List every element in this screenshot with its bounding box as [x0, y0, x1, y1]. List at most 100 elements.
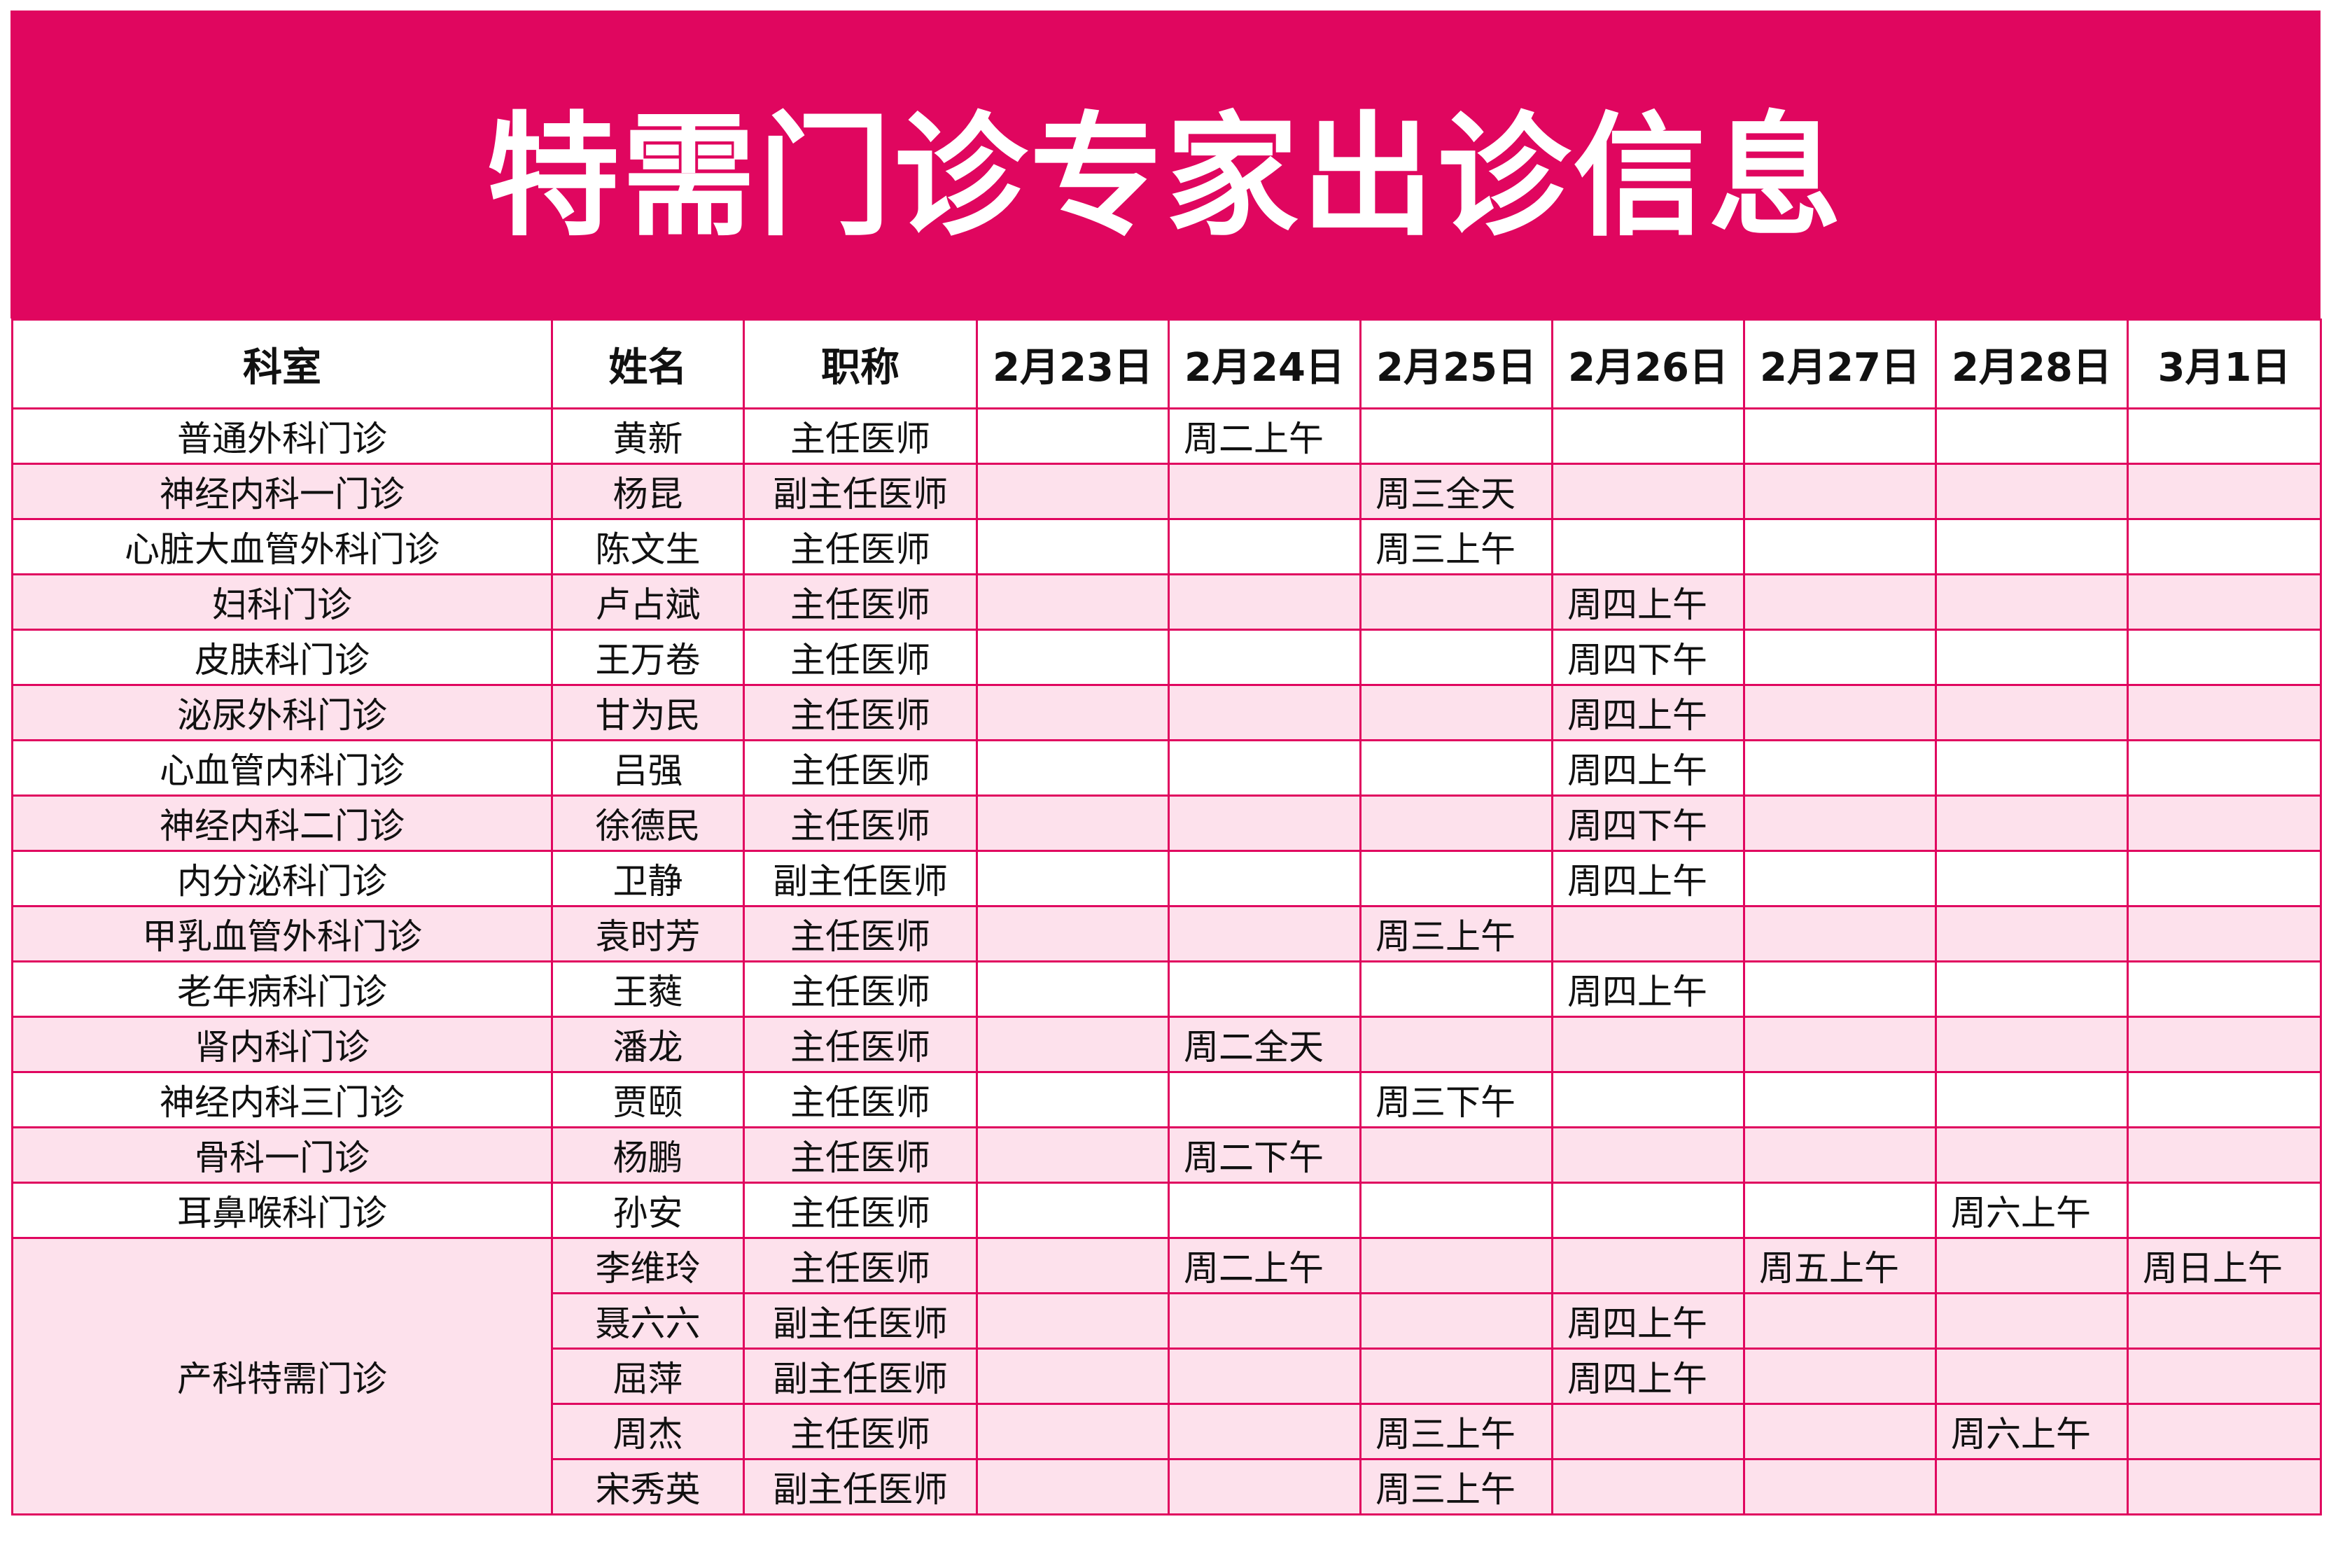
table-row: 泌尿外科门诊 甘为民 主任医师 周四上午: [11, 684, 2322, 741]
name-cell: 潘龙: [551, 1016, 745, 1073]
name-cell: 甘为民: [551, 684, 745, 741]
dept-cell: 耳鼻喉科门诊: [11, 1182, 553, 1239]
schedule-cell: 周三全天: [1359, 463, 1553, 520]
schedule-cell: [976, 905, 1170, 962]
schedule-cell: [2127, 463, 2322, 520]
schedule-cell: [976, 739, 1170, 797]
column-header: 职称: [743, 318, 978, 410]
table-row: 产科特需门诊 李维玲 主任医师 周二上午 周五上午 周日上午: [11, 1237, 2322, 1516]
table-row: 宋秀英 副主任医师 周三上午: [13, 1458, 2322, 1516]
schedule-cell: [1168, 1348, 1362, 1405]
schedule-cell: [2127, 1348, 2322, 1405]
schedule-cell: [1359, 850, 1553, 907]
schedule-cell: [1168, 518, 1362, 575]
schedule-cell: [2127, 1458, 2322, 1516]
column-header: 2月28日: [1935, 318, 2129, 410]
table-row: 神经内科一门诊 杨昆 副主任医师 周三全天: [11, 463, 2322, 520]
schedule-cell: [1168, 573, 1362, 631]
column-header: 2月25日: [1359, 318, 1553, 410]
title-cell: 主任医师: [743, 684, 978, 741]
table-row: 皮肤科门诊 王万卷 主任医师 周四下午: [11, 629, 2322, 686]
schedule-cell: [1743, 850, 1937, 907]
schedule-cell: [1935, 573, 2129, 631]
dept-cell: 老年病科门诊: [11, 960, 553, 1018]
schedule-cell: [1551, 1016, 1745, 1073]
title-cell: 主任医师: [743, 1403, 978, 1460]
schedule-cell: [1359, 684, 1553, 741]
column-header: 科室: [11, 318, 553, 410]
schedule-cell: 周三上午: [1359, 1403, 1553, 1460]
title-cell: 主任医师: [743, 1182, 978, 1239]
schedule-cell: 周六上午: [1935, 1403, 2129, 1460]
name-cell: 李维玲: [551, 1237, 745, 1294]
schedule-cell: 周四上午: [1551, 684, 1745, 741]
schedule-cell: [1359, 1237, 1553, 1294]
schedule-cell: [1359, 960, 1553, 1018]
dept-cell: 甲乳血管外科门诊: [11, 905, 553, 962]
schedule-cell: [2127, 905, 2322, 962]
schedule-cell: [1359, 794, 1553, 852]
schedule-cell: 周四上午: [1551, 739, 1745, 797]
schedule-cell: [2127, 960, 2322, 1018]
schedule-cell: [1551, 1403, 1745, 1460]
name-cell: 屈萍: [551, 1348, 745, 1405]
schedule-cell: [1935, 1016, 2129, 1073]
schedule-cell: [976, 1237, 1170, 1294]
schedule-table: 科室 姓名 职称 2月23日 2月24日 2月25日 2月26日 2月27日 2月28日 3月1日…: [11, 318, 2322, 1516]
dept-cell: 心脏大血管外科门诊: [11, 518, 553, 575]
schedule-cell: [2127, 850, 2322, 907]
schedule-cell: 周四上午: [1551, 573, 1745, 631]
schedule-cell: [1551, 1126, 1745, 1184]
schedule-cell: [2127, 1126, 2322, 1184]
name-cell: 宋秀英: [551, 1458, 745, 1516]
schedule-cell: [1743, 1403, 1937, 1460]
column-header: 3月1日: [2127, 318, 2322, 410]
schedule-cell: [1359, 1348, 1553, 1405]
schedule-cell: [1359, 1292, 1553, 1350]
title-cell: 主任医师: [743, 960, 978, 1018]
schedule-cell: [1743, 518, 1937, 575]
schedule-cell: [1935, 629, 2129, 686]
table-row: 普通外科门诊 黄新 主任医师 周二上午: [11, 407, 2322, 465]
column-header: 2月23日: [976, 318, 1170, 410]
schedule-cell: [1935, 794, 2129, 852]
schedule-cell: [1935, 1126, 2129, 1184]
schedule-cell: [1743, 1126, 1937, 1184]
title-cell: 主任医师: [743, 629, 978, 686]
schedule-cell: [976, 850, 1170, 907]
schedule-cell: [1551, 905, 1745, 962]
title-cell: 主任医师: [743, 573, 978, 631]
column-header: 2月24日: [1168, 318, 1362, 410]
dept-cell: 内分泌科门诊: [11, 850, 553, 907]
schedule-cell: [1168, 629, 1362, 686]
schedule-cell: [2127, 629, 2322, 686]
schedule-cell: [2127, 794, 2322, 852]
schedule-cell: [2127, 1071, 2322, 1128]
schedule-cell: [1168, 850, 1362, 907]
title-cell: 主任医师: [743, 518, 978, 575]
schedule-cell: [1743, 629, 1937, 686]
schedule-cell: [976, 573, 1170, 631]
title-cell: 主任医师: [743, 739, 978, 797]
table-row: 心血管内科门诊 吕强 主任医师 周四上午: [11, 739, 2322, 797]
schedule-cell: 周四下午: [1551, 794, 1745, 852]
schedule-cell: [1168, 1403, 1362, 1460]
schedule-cell: [1935, 684, 2129, 741]
schedule-cell: [1935, 850, 2129, 907]
schedule-cell: [1935, 1237, 2129, 1294]
schedule-cell: [976, 518, 1170, 575]
title-cell: 副主任医师: [743, 1292, 978, 1350]
name-cell: 卢占斌: [551, 573, 745, 631]
title-cell: 副主任医师: [743, 463, 978, 520]
schedule-cell: [976, 684, 1170, 741]
column-header: 2月27日: [1743, 318, 1937, 410]
schedule-cell: [2127, 1016, 2322, 1073]
schedule-cell: [1935, 463, 2129, 520]
header-row: 科室 姓名 职称 2月23日 2月24日 2月25日 2月26日 2月27日 2月28日 3月1日: [11, 318, 2322, 410]
schedule-cell: 周日上午: [2127, 1237, 2322, 1294]
schedule-cell: 周三上午: [1359, 518, 1553, 575]
schedule-cell: [1168, 684, 1362, 741]
title-cell: 主任医师: [743, 1126, 978, 1184]
schedule-cell: 周四上午: [1551, 1292, 1745, 1350]
schedule-cell: [976, 794, 1170, 852]
